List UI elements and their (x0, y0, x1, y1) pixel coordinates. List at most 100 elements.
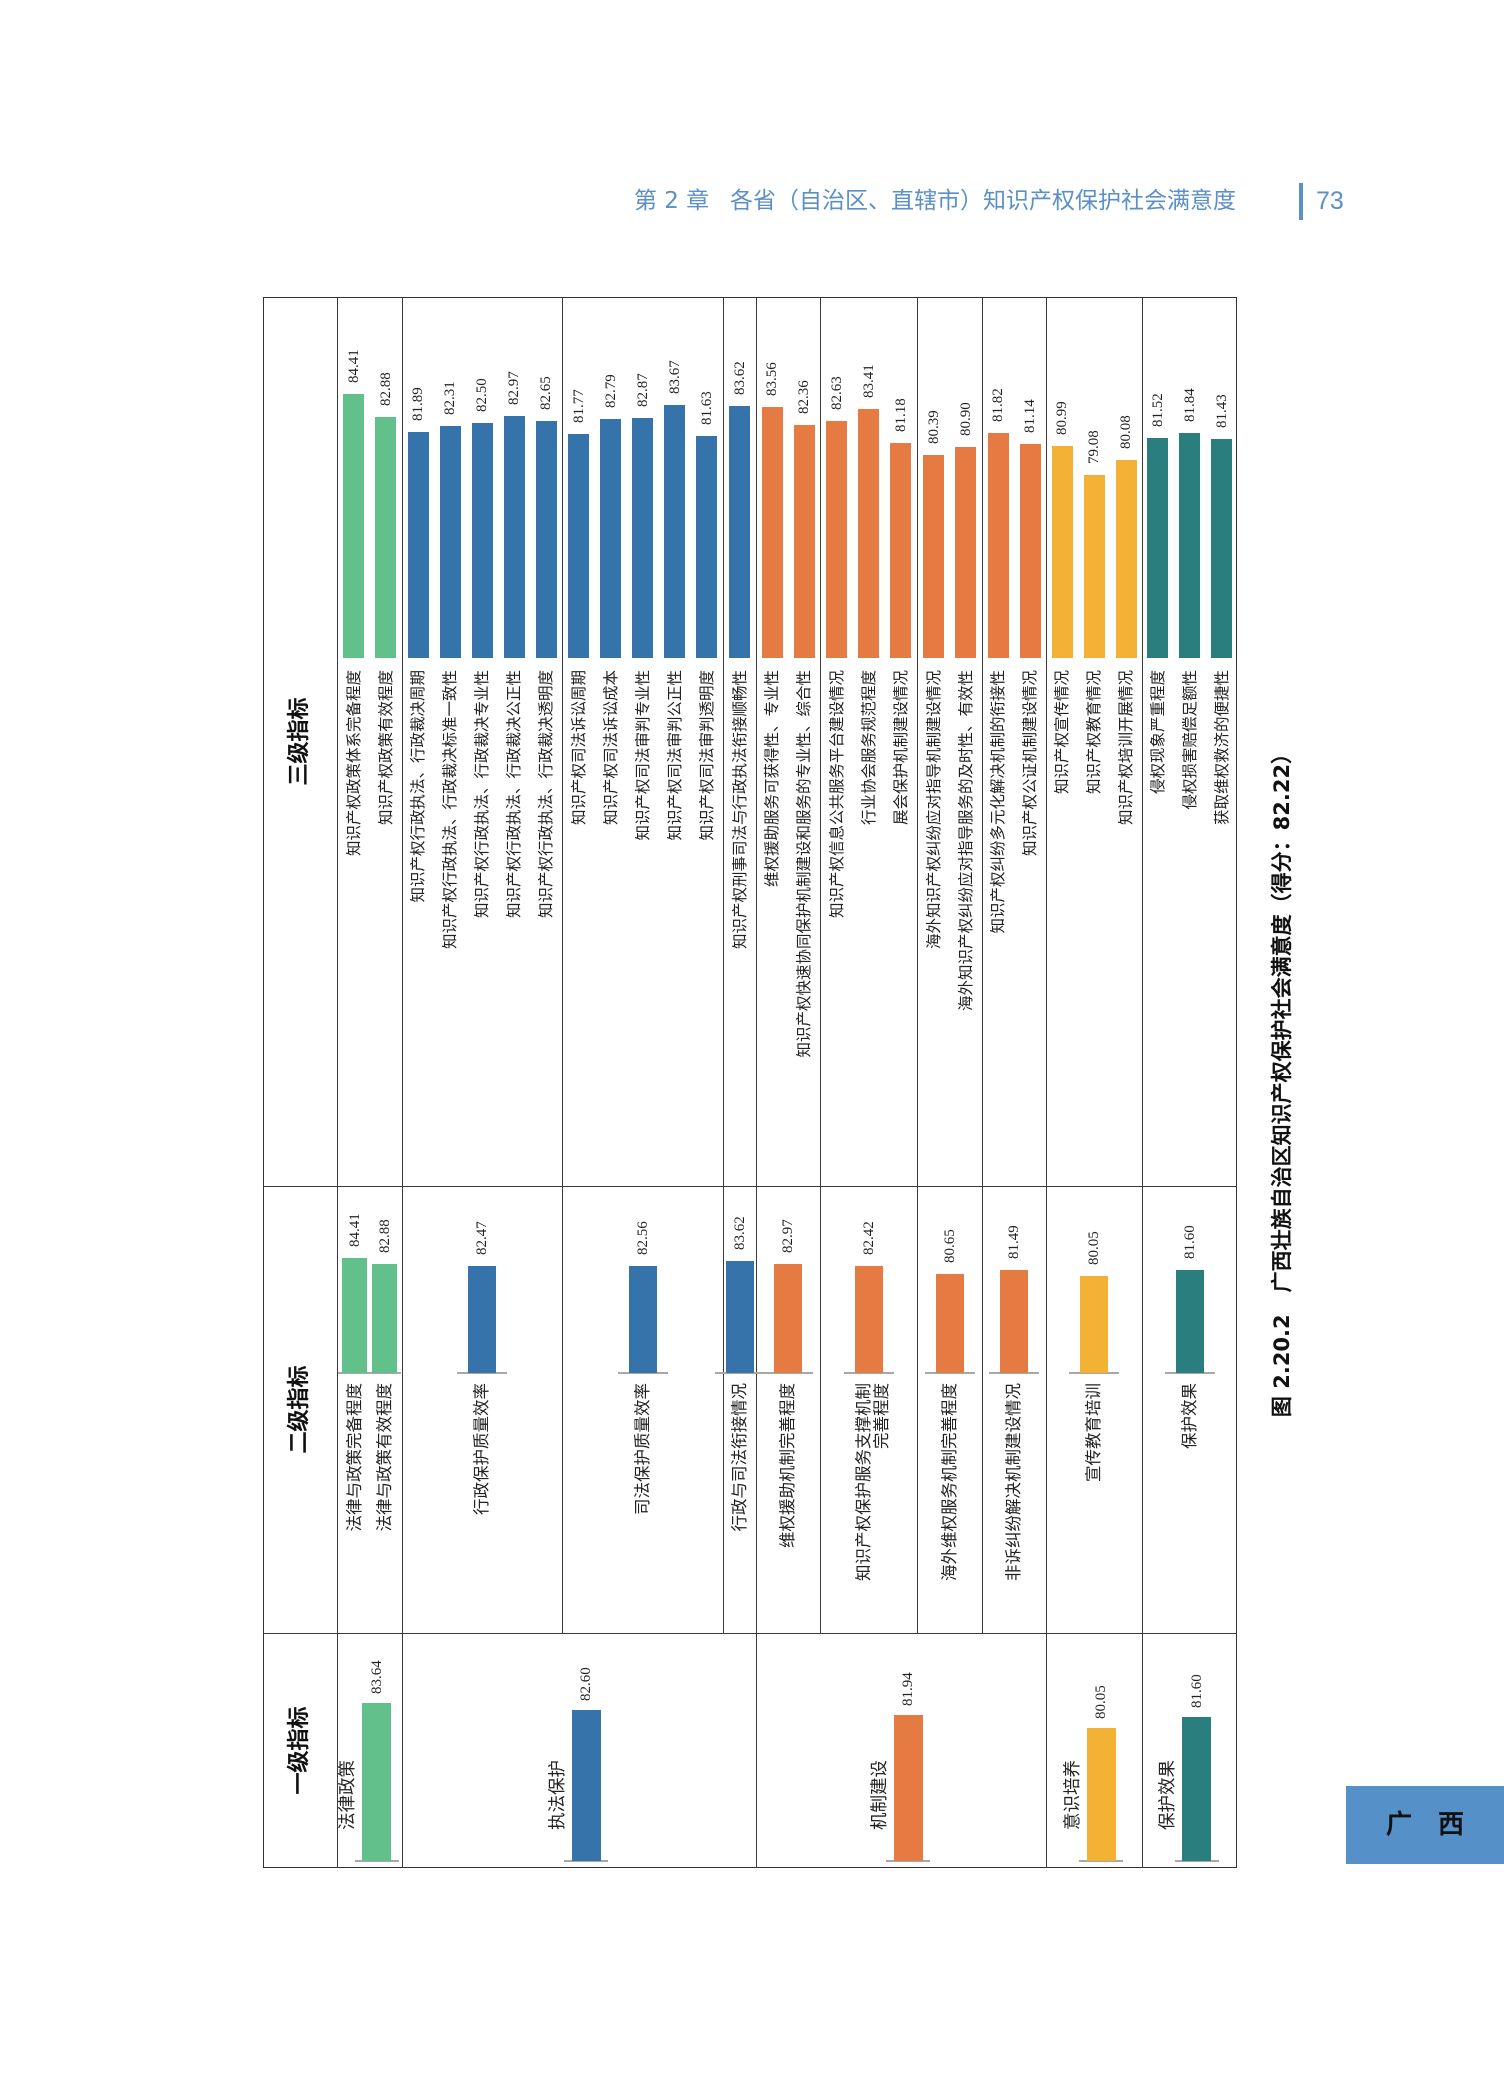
bar-tertiary (955, 447, 976, 658)
bar-tertiary (439, 426, 461, 658)
value-label: 83.62 (731, 1216, 748, 1251)
category-label: 知识产权行政执法、行政裁决透明度 (537, 670, 555, 919)
bar-secondary (774, 1264, 802, 1373)
page-number: 73 (1316, 187, 1344, 215)
bar-primary (1182, 1716, 1211, 1861)
figure-number: 图 2.20.2 (1270, 1314, 1294, 1418)
bar-tertiary (1019, 443, 1041, 658)
bar-tertiary (1179, 433, 1200, 658)
category-label: 侵权损害赔偿足额性 (1180, 670, 1199, 810)
category-label: 知识产权行政执法、行政裁决标准一致性 (441, 670, 459, 950)
category-label: 知识产权纠纷多元化解决机制的衔接性 (989, 670, 1007, 934)
grid-line-horizontal (263, 1633, 1237, 1635)
category-label: 知识产权刑事司法与行政执法衔接顺畅性 (730, 670, 749, 950)
bar-tertiary (1211, 439, 1232, 658)
value-label: 83.62 (731, 361, 748, 396)
category-label: 海外知识产权纠纷应对指导服务的及时性、有效性 (956, 670, 975, 1012)
level-header-secondary: 二级指标 (287, 1365, 312, 1454)
category-label: 行政保护质量效率 (472, 1383, 491, 1515)
category-label: 知识产权培训开展情况 (1117, 670, 1135, 826)
value-label: 82.79 (602, 374, 619, 408)
value-label: 83.41 (860, 364, 877, 399)
bar-tertiary (568, 434, 589, 658)
bar-tertiary (729, 406, 750, 658)
value-label: 81.89 (410, 387, 426, 422)
category-label: 司法保护质量效率 (632, 1383, 652, 1515)
bar-tertiary (923, 455, 944, 658)
grid-line-vertical (982, 297, 984, 1633)
bar-secondary (628, 1265, 657, 1373)
axis-baseline (457, 1372, 507, 1374)
category-label: 法律与政策有效程度 (374, 1383, 394, 1532)
value-label: 81.77 (570, 389, 587, 424)
bar-primary (1086, 1727, 1116, 1861)
value-label: 82.56 (634, 1221, 651, 1255)
value-label: 84.41 (346, 1213, 363, 1248)
axis-baseline (338, 1372, 401, 1374)
value-label: 79.08 (1086, 430, 1102, 465)
axis-baseline (989, 1372, 1039, 1374)
value-label: 82.65 (538, 376, 554, 410)
value-label: 81.43 (1213, 394, 1230, 429)
category-label: 法律与政策完备程度 (344, 1383, 364, 1532)
value-label: 82.50 (474, 378, 490, 413)
axis-baseline (617, 1372, 668, 1374)
bar-primary (362, 1702, 391, 1861)
grid-line-vertical (1142, 297, 1144, 1868)
category-label: 维权援助机制完善程度 (778, 1383, 797, 1548)
category-label: 侵权现象严重程度 (1148, 670, 1167, 795)
axis-baseline (1174, 1860, 1219, 1862)
category-label: 意识培养 (1062, 1760, 1083, 1830)
table-border (263, 297, 1237, 1868)
value-label: 82.87 (634, 372, 651, 407)
value-label: 80.39 (925, 410, 942, 445)
figure-title: 广西壮族自治区知识产权保护社会满意度（得分：82.22） (1270, 742, 1294, 1293)
category-label: 保护效果 (1179, 1383, 1199, 1449)
bar-tertiary (858, 409, 879, 658)
category-label: 机制建设 (869, 1760, 890, 1830)
bar-secondary (1000, 1270, 1028, 1373)
region-tab-label: 广 西 (1385, 1810, 1464, 1840)
bar-tertiary (1115, 459, 1137, 658)
bar-tertiary (1051, 446, 1073, 658)
region-tab[interactable]: 广 西 (1346, 1786, 1504, 1864)
axis-baseline (1164, 1372, 1215, 1374)
category-label: 知识产权快速协同保护机制建设和服务的专业性、综合性 (795, 670, 813, 1058)
bar-secondary (1080, 1276, 1108, 1373)
value-label: 82.47 (474, 1221, 490, 1256)
bar-secondary (725, 1261, 754, 1373)
value-label: 80.05 (1093, 1684, 1109, 1719)
bar-tertiary (987, 433, 1009, 658)
category-label: 维权援助服务可获得性、专业性 (763, 670, 781, 888)
level-header-primary: 一级指标 (287, 1706, 312, 1795)
value-label: 81.52 (1149, 393, 1166, 428)
running-header-title: 各省（自治区、直辖市）知识产权保护社会满意度 (730, 188, 1236, 214)
axis-baseline (1079, 1860, 1123, 1862)
bar-tertiary (535, 420, 557, 658)
value-label: 82.88 (377, 372, 394, 407)
value-label: 83.67 (666, 360, 683, 395)
value-label: 80.08 (1118, 415, 1134, 449)
bar-tertiary (600, 418, 621, 658)
grid-line-vertical (917, 297, 919, 1633)
category-label: 知识产权政策体系完备程度 (344, 670, 363, 857)
bar-secondary (372, 1264, 397, 1373)
value-label: 81.63 (698, 391, 715, 426)
value-label: 81.82 (990, 388, 1006, 423)
value-label: 83.64 (368, 1659, 385, 1694)
category-label: 知识产权司法诉讼周期 (569, 670, 588, 826)
level-header-tertiary: 三级指标 (287, 697, 312, 786)
category-label: 知识产权司法审判透明度 (697, 670, 716, 841)
category-label: 知识产权行政执法、行政裁决周期 (409, 670, 427, 903)
category-label: 知识产权司法审判专业性 (633, 670, 652, 841)
value-label: 81.14 (1022, 399, 1038, 433)
bar-tertiary (890, 443, 911, 658)
grid-line-horizontal (263, 1186, 1237, 1188)
bar-tertiary (761, 407, 783, 658)
bar-tertiary (1147, 438, 1168, 658)
value-label: 81.94 (900, 1671, 916, 1706)
category-label: 保护效果 (1158, 1760, 1178, 1830)
bar-tertiary (826, 421, 847, 658)
axis-baseline (1069, 1372, 1119, 1374)
